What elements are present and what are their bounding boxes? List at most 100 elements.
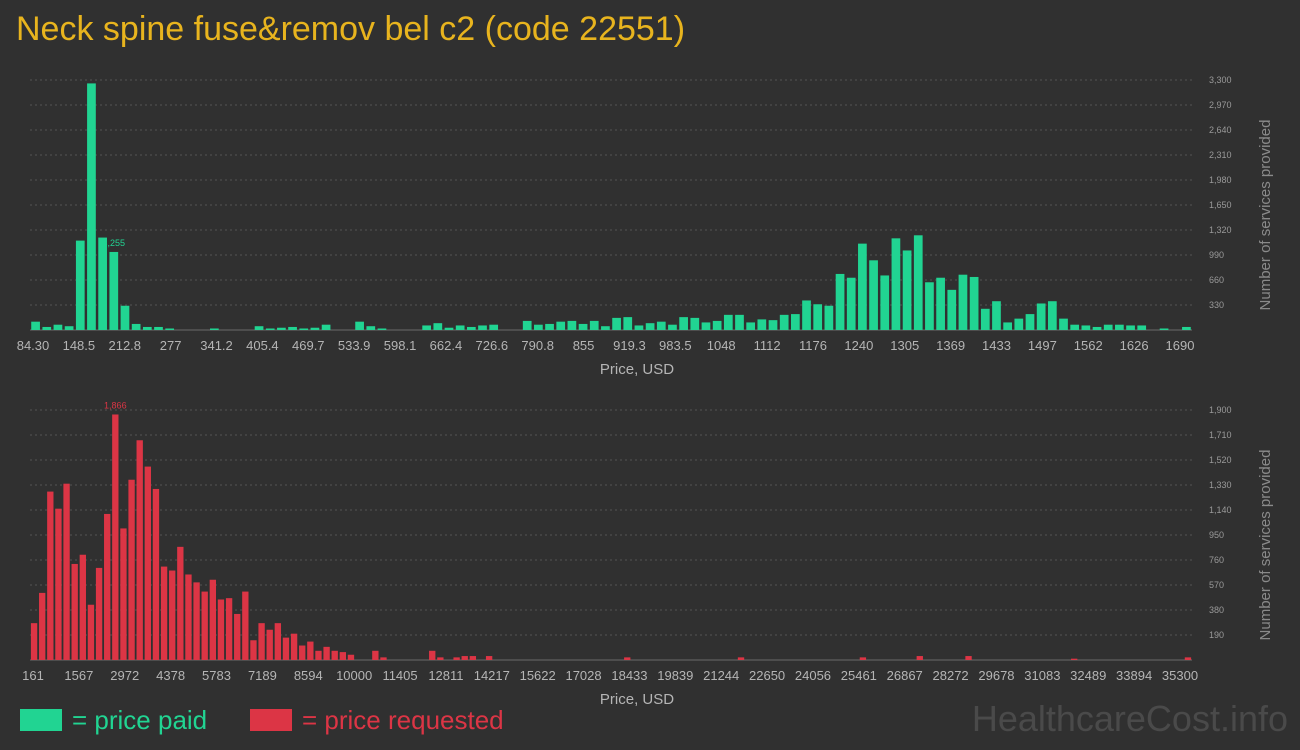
bar	[958, 274, 968, 330]
y-tick-label: 1,980	[1209, 175, 1232, 185]
bar	[645, 323, 655, 330]
bar	[461, 656, 468, 660]
legend-paid-swatch	[20, 709, 62, 731]
bar	[39, 592, 46, 660]
bar	[712, 320, 722, 330]
bar	[429, 650, 436, 660]
x-tick-label: 148.5	[63, 338, 96, 353]
y-tick-label: 190	[1209, 630, 1224, 640]
bar	[1184, 657, 1192, 660]
x-tick-label: 4378	[156, 668, 185, 683]
y-tick-label: 1,650	[1209, 200, 1232, 210]
bar	[1103, 324, 1113, 330]
y-tick-label: 330	[1209, 300, 1224, 310]
bar	[160, 566, 168, 660]
x-tick-label: 12811	[428, 668, 463, 683]
bar	[965, 656, 972, 660]
x-tick-label: 1176	[799, 338, 827, 353]
bar	[891, 238, 901, 330]
bar	[366, 326, 376, 330]
x-tick-label: 8594	[294, 668, 323, 683]
bar	[55, 508, 62, 660]
bar	[746, 322, 756, 330]
bar	[534, 324, 543, 330]
bar	[144, 466, 151, 660]
page-title: Neck spine fuse&remov bel c2 (code 22551…	[16, 10, 686, 48]
bar	[768, 320, 778, 330]
y-tick-label: 2,640	[1209, 125, 1232, 135]
bar	[1070, 324, 1080, 330]
bar	[380, 657, 387, 660]
bar	[209, 579, 217, 660]
watermark: HealthcareCost.info	[971, 698, 1288, 739]
bar	[925, 282, 934, 330]
x-tick-label: 983.5	[659, 338, 692, 353]
bar	[109, 251, 119, 330]
x-tick-label: 29678	[978, 668, 1014, 683]
x-tick-label: 22650	[749, 668, 785, 683]
bar	[75, 240, 85, 330]
y-tick-label: 1,520	[1209, 455, 1232, 465]
bar	[969, 276, 979, 330]
bar	[63, 483, 70, 660]
bar	[522, 320, 532, 330]
bar	[277, 327, 286, 330]
bar	[444, 327, 454, 330]
bar	[177, 546, 184, 660]
y-tick-label: 2,970	[1209, 100, 1232, 110]
bar	[1036, 303, 1046, 330]
bar	[1003, 322, 1013, 330]
paid-price-chart: 330 660 990 1,320 1,650 1,980 2,310 2,640 2,970 3…	[17, 75, 1274, 378]
x-tick-label: 341.2	[200, 338, 233, 353]
x-axis-label: Price, USD	[600, 691, 674, 708]
bar	[1025, 314, 1035, 330]
bar	[290, 633, 298, 660]
bar	[1047, 301, 1057, 330]
bar	[142, 326, 152, 330]
bar	[1059, 318, 1068, 330]
bar	[152, 488, 160, 660]
x-tick-label: 405.4	[246, 338, 279, 353]
bar	[31, 321, 40, 330]
x-tick-label: 1690	[1166, 338, 1195, 353]
x-tick-label: 1112	[754, 338, 781, 353]
bar	[258, 623, 265, 660]
bar	[377, 328, 387, 330]
bar	[112, 414, 119, 660]
bar	[601, 326, 610, 330]
bar	[437, 657, 444, 660]
x-tick-label: 1567	[64, 668, 93, 683]
x-tick-label: 469.7	[292, 338, 325, 353]
bar	[299, 645, 306, 660]
bar	[225, 598, 233, 660]
bar	[1014, 318, 1024, 330]
bar	[323, 646, 330, 660]
x-tick-label: 212.8	[108, 338, 141, 353]
bar	[288, 326, 297, 330]
x-tick-label: 855	[573, 338, 595, 353]
bar	[310, 327, 320, 330]
x-tick-label: 662.4	[430, 338, 463, 353]
bar	[947, 289, 957, 330]
legend-paid: = price paid	[20, 705, 207, 735]
y-tick-label: 760	[1209, 555, 1224, 565]
bar	[339, 652, 347, 660]
bar	[469, 656, 477, 660]
x-tick-label: 161	[22, 668, 44, 683]
bar	[869, 260, 878, 330]
bar	[165, 328, 175, 330]
bar	[802, 300, 811, 330]
x-tick-label: 25461	[841, 668, 877, 683]
bar	[478, 325, 487, 330]
bar	[835, 273, 845, 330]
bar	[1115, 324, 1124, 330]
bar	[372, 650, 379, 660]
x-tick-label: 84.30	[17, 338, 50, 353]
x-tick-label: 35300	[1162, 668, 1198, 683]
bar	[1071, 658, 1078, 660]
x-tick-label: 24056	[795, 668, 831, 683]
bar	[254, 326, 264, 330]
y-tick-label: 2,310	[1209, 150, 1232, 160]
x-tick-label: 19839	[657, 668, 693, 683]
bar	[779, 314, 789, 330]
